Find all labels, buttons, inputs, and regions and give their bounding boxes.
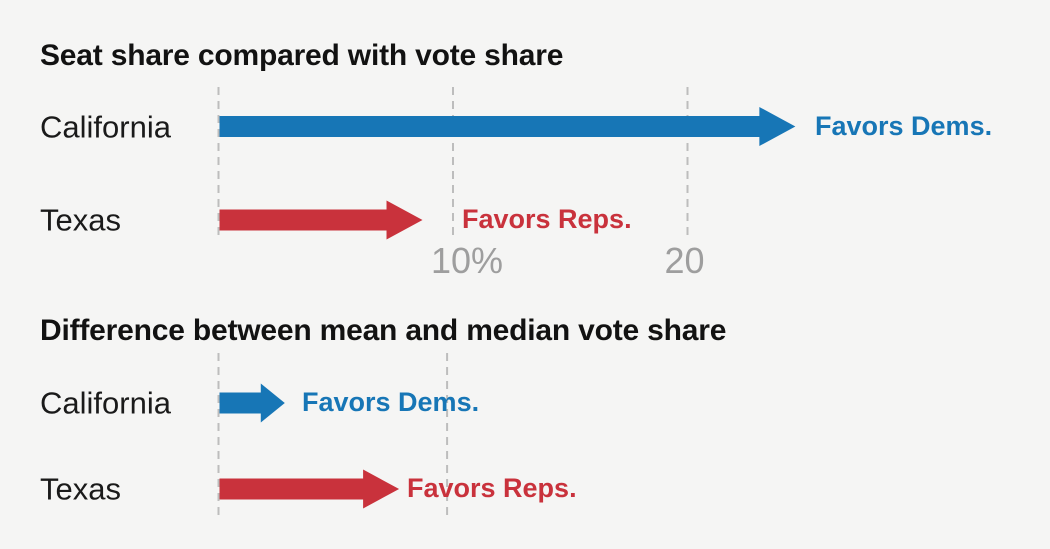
row-label: California	[40, 109, 171, 144]
row-label: Texas	[40, 471, 121, 507]
favors-annotation: Favors Dems.	[815, 110, 993, 141]
row-label: Texas	[40, 202, 121, 238]
favors-arrow-rep	[219, 200, 423, 240]
favors-annotation: Favors Reps.	[462, 203, 632, 234]
favors-arrow-dem	[219, 107, 796, 146]
favors-annotation: Favors Reps.	[407, 472, 577, 503]
favors-arrow-dem	[219, 383, 285, 423]
favors-annotation: Favors Dems.	[302, 386, 480, 417]
row-label: California	[40, 385, 171, 421]
favors-arrow-rep	[219, 469, 400, 509]
axis-tick-label: 10%	[430, 240, 504, 281]
axis-tick-label: 20	[664, 240, 705, 281]
chart2-title: Difference between mean and median vote …	[40, 314, 727, 347]
chart1-title: Seat share compared with vote share	[40, 39, 564, 72]
